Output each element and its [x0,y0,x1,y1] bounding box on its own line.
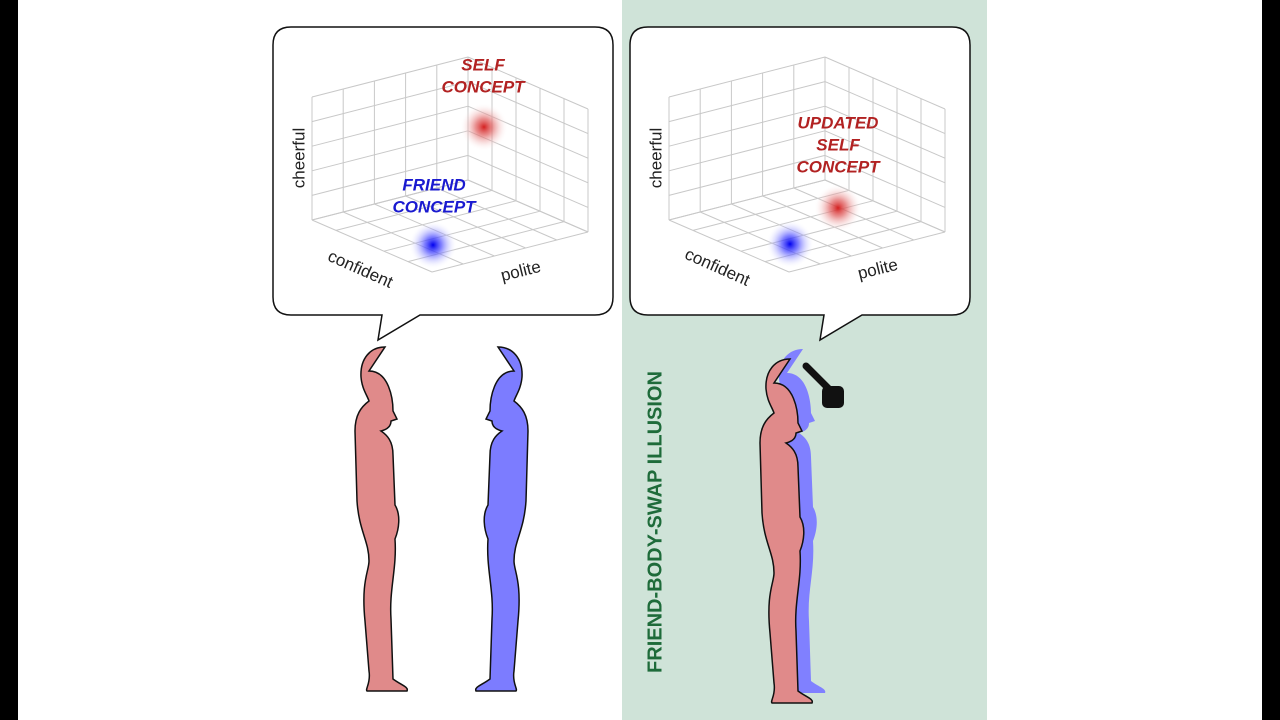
label: CONCEPT [441,77,526,96]
grid-line [824,81,946,135]
grid-line [824,56,946,110]
label: FRIEND [402,175,465,194]
label: SELF [816,135,860,154]
grid-line [467,81,589,135]
speech-bubble [272,26,614,342]
caption: FRIEND-BODY-SWAP ILLUSION [644,371,666,673]
grid-line [436,187,557,241]
label: UPDATED [798,113,879,132]
grid-line [467,56,589,110]
grid-line [668,219,790,273]
grid-line [405,195,526,249]
grid-line [467,179,589,233]
grid-line [668,56,826,98]
self-blob [814,184,862,232]
grid-line [311,154,469,196]
axis-label: cheerful [646,128,665,188]
axis-label: cheerful [289,128,308,188]
grid-line [788,231,946,273]
grid-line [359,200,517,242]
grid-line [824,105,946,159]
grid-line [311,105,469,147]
grid-line [335,189,493,231]
label: CONCEPT [392,197,477,216]
grid-line [824,130,946,184]
grid-line [668,179,826,221]
grid-line [668,105,826,147]
label: CONCEPT [796,157,881,176]
label: SELF [461,55,505,74]
grid-line [311,56,469,98]
grid-line [431,231,589,273]
grid-line [668,130,826,172]
self-blob [460,103,508,151]
friend-blob [409,221,457,269]
grid-line [467,154,589,208]
headset [802,362,844,408]
grid-line [311,81,469,123]
grid-line [311,130,469,172]
speech-bubble [629,26,971,342]
grid-line [311,219,433,273]
friend-blob [766,220,814,268]
grid-line [668,154,826,196]
grid-line [668,81,826,123]
grid-line [311,179,469,221]
grid-line [824,154,946,208]
